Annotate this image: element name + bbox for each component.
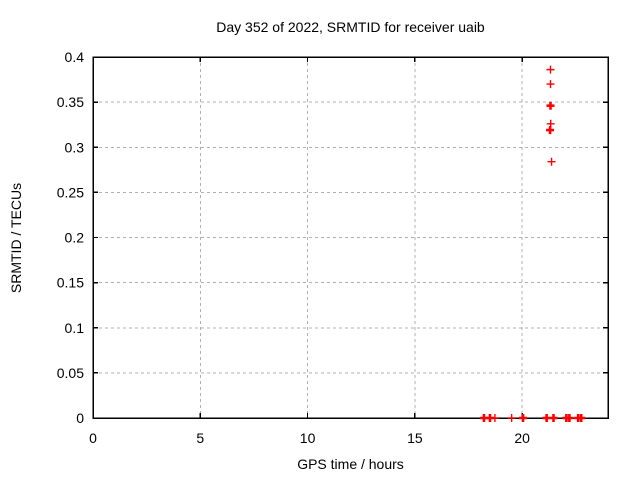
data-point-marker — [565, 414, 574, 422]
y-tick-label: 0.25 — [57, 184, 84, 200]
data-points — [479, 65, 586, 422]
y-tick-label: 0.15 — [57, 275, 84, 291]
x-tick-label: 0 — [89, 430, 97, 446]
y-tick-label: 0.3 — [65, 139, 85, 155]
data-point-marker — [549, 414, 558, 422]
y-tick-label: 0.4 — [65, 49, 85, 65]
gridlines — [93, 57, 608, 418]
tick-labels: 0 5 10 15 20 0 0.05 0.1 0.15 0.2 0.25 0.3 0.35 0.4 — [57, 49, 530, 446]
data-point-marker — [577, 414, 586, 422]
y-tick-label: 0.1 — [65, 320, 85, 336]
x-tick-label: 5 — [196, 430, 204, 446]
data-point-marker — [542, 414, 551, 422]
data-point-marker — [546, 80, 555, 89]
axis-ticks — [92, 56, 608, 419]
plot-border-rect — [92, 56, 609, 419]
x-tick-label: 15 — [407, 430, 423, 446]
x-tick-label: 10 — [300, 430, 316, 446]
data-point-marker — [546, 101, 555, 110]
y-tick-label: 0.35 — [57, 94, 84, 110]
data-point-marker — [547, 157, 556, 166]
y-axis-label: SRMTID / TECUs — [8, 182, 24, 294]
x-axis-label: GPS time / hours — [297, 456, 404, 472]
chart-title: Day 352 of 2022, SRMTID for receiver uai… — [216, 19, 485, 35]
plot-border — [92, 56, 609, 419]
data-point-marker — [519, 414, 528, 422]
data-point-marker — [546, 126, 555, 135]
x-tick-label: 20 — [514, 430, 530, 446]
y-tick-label: 0.2 — [65, 230, 85, 246]
data-point-marker — [507, 414, 516, 422]
y-tick-label: 0.05 — [57, 365, 84, 381]
data-point-marker — [490, 414, 499, 422]
data-point-marker — [546, 65, 555, 74]
y-tick-label: 0 — [76, 410, 84, 426]
